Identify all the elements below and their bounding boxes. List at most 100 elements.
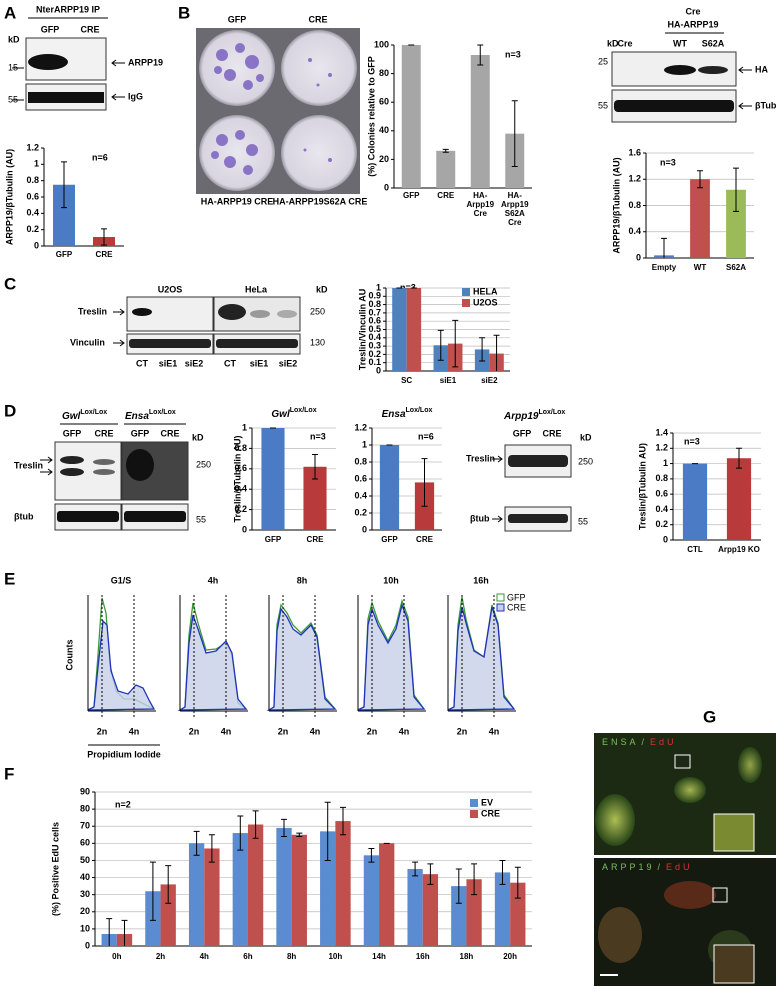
separator: / (658, 862, 664, 872)
bar (466, 879, 482, 946)
bar (291, 834, 307, 946)
stain-label: ARPP19/EdU (602, 862, 693, 872)
x-tick-label: 4h (199, 952, 209, 961)
plate (281, 115, 357, 191)
arrow (492, 455, 503, 463)
ploidy-label: 2n (278, 726, 289, 736)
histogram-title: 8h (297, 575, 308, 585)
y-tick-label: 0.6 (354, 473, 367, 483)
genotype: Arpp19Lox/Lox (503, 409, 565, 422)
kd-label: kD (316, 284, 328, 294)
y-axis-label: (%) Colonies relative to GFP (366, 56, 376, 177)
arrow (738, 66, 752, 74)
annotation: n=3 (660, 157, 676, 167)
band (508, 455, 568, 467)
gene: Gwl (62, 411, 81, 422)
error-bar (452, 319, 459, 368)
separator: / (642, 737, 648, 747)
annotation: n=3 (505, 49, 521, 59)
arrow (738, 102, 752, 110)
lane-label: siE1 (159, 358, 178, 368)
legend-label: GFP (507, 592, 526, 602)
annotation: n=6 (92, 152, 108, 162)
y-tick-label: 0.2 (368, 349, 381, 359)
lane-label: GFP (41, 24, 60, 34)
error-bar (499, 859, 506, 885)
y-tick-label: 0.6 (655, 489, 668, 499)
bar (510, 882, 526, 946)
histogram: G1/S 2n 4n (87, 575, 156, 736)
band (277, 310, 297, 318)
legend-swatch (470, 810, 478, 818)
y-tick-label: 0.4 (354, 490, 367, 500)
bar (276, 827, 292, 946)
y-tick-label: 1.6 (628, 147, 641, 157)
plate-caption: HA-ARPP19 CRE (201, 196, 274, 206)
plate-caption: HA-ARPP19S62A CRE (273, 196, 368, 206)
error-bar (339, 806, 346, 836)
histogram: 10h 2n 4n (357, 575, 426, 736)
arrow (113, 308, 125, 316)
allele: Lox/Lox (290, 407, 317, 414)
marker: 250 (578, 456, 593, 466)
ploidy-label: 4n (129, 726, 140, 736)
lane-label: Cre (617, 38, 632, 48)
bar (335, 821, 351, 946)
panel-label: E (4, 569, 15, 588)
lane-label: CT (224, 358, 236, 368)
x-tick-label: 8h (286, 952, 297, 961)
error-bar (421, 458, 428, 507)
bar (261, 428, 285, 530)
error-bar (106, 918, 113, 946)
gene: Ensa (382, 409, 406, 420)
y-tick-label: 1.4 (655, 427, 668, 437)
marker: 250 (310, 306, 325, 316)
cell-line: HeLa (245, 284, 268, 294)
lane-label: siE1 (250, 358, 269, 368)
band (126, 449, 154, 481)
y-tick-label: 0.4 (26, 208, 39, 218)
legend-label: CRE (507, 602, 526, 612)
y-tick-label: 0.1 (368, 357, 381, 367)
genotype: GwlLox/Lox (62, 409, 107, 422)
x-tick-label: siE2 (481, 376, 498, 385)
cell-line: U2OS (158, 284, 183, 294)
genotype: EnsaLox/Lox (125, 409, 176, 422)
band-label: βtub (470, 513, 490, 523)
y-tick-label: 0 (85, 940, 90, 950)
histogram: 8h 2n 4n (266, 575, 337, 736)
error-bar (479, 337, 486, 362)
x-tick-label: 20h (503, 952, 518, 961)
marker: 15 (8, 62, 18, 72)
allele: Lox/Lox (149, 409, 176, 416)
band-label: IgG (128, 91, 143, 101)
y-tick-label: 0.2 (655, 519, 668, 529)
kd-label: kD (580, 432, 592, 442)
cell (664, 881, 716, 909)
error-bar (697, 170, 703, 189)
x-tick-label: Arpp19 KO (718, 545, 760, 554)
marker: 55 (598, 100, 608, 110)
y-tick-label: 10 (80, 923, 90, 933)
bar (682, 463, 708, 540)
annotation: n=6 (418, 431, 434, 441)
band (93, 469, 115, 475)
zoom-box (712, 887, 728, 903)
y-tick-label: 0.4 (368, 332, 381, 342)
plate-column: CRE (308, 14, 327, 24)
stain: ENSA (602, 737, 639, 747)
kd-label: kD (192, 432, 204, 442)
histogram-title: 16h (473, 575, 489, 585)
bar (303, 466, 327, 530)
plate (281, 30, 357, 106)
bar (379, 445, 400, 530)
lane-label: CRE (80, 24, 99, 34)
inset (713, 813, 755, 852)
y-tick-label: 0.8 (628, 200, 641, 210)
y-tick-label: 90 (80, 786, 90, 796)
y-tick-label: 0.9 (368, 291, 381, 301)
error-bar (312, 454, 318, 480)
bar (422, 874, 439, 946)
